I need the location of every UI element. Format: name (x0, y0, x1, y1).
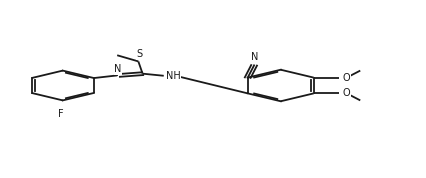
Text: N: N (251, 52, 259, 62)
Text: O: O (343, 73, 350, 83)
Text: NH: NH (166, 71, 181, 81)
Text: O: O (343, 88, 350, 98)
Text: N: N (114, 64, 122, 74)
Text: F: F (58, 109, 63, 119)
Text: S: S (137, 49, 143, 59)
